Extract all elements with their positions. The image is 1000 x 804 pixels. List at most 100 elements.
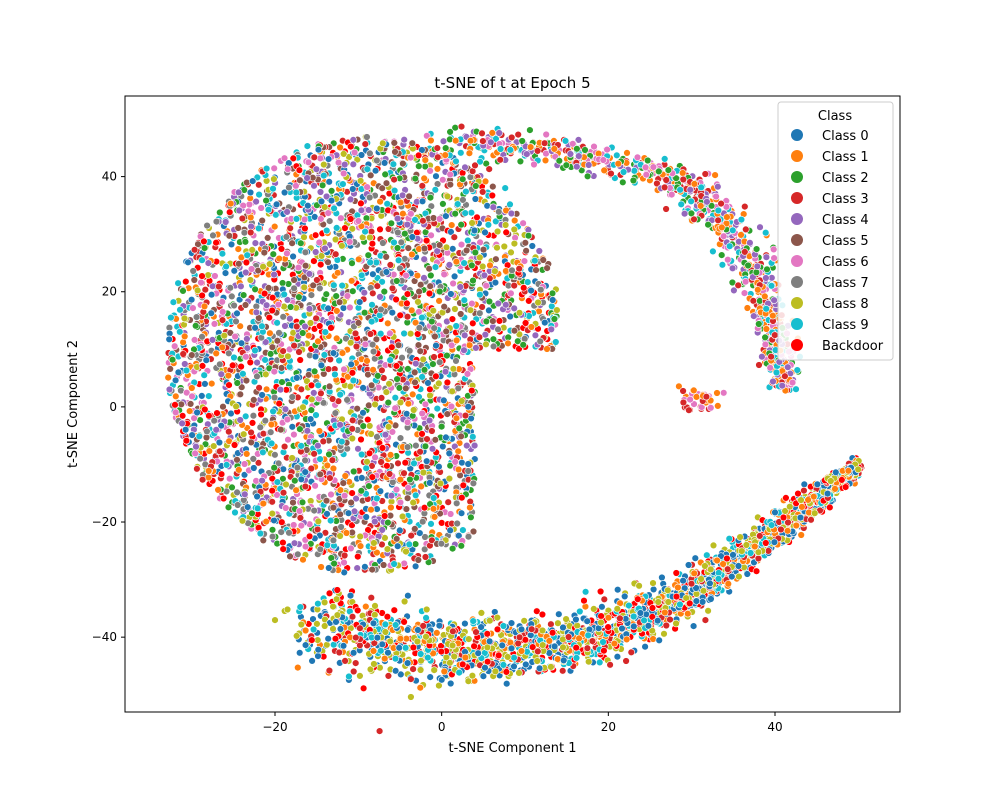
scatter-point — [190, 336, 199, 344]
scatter-point — [242, 376, 251, 385]
scatter-point — [724, 256, 732, 264]
scatter-point — [541, 318, 549, 327]
scatter-point — [510, 281, 518, 290]
scatter-point — [415, 162, 423, 170]
scatter-point — [320, 351, 329, 359]
scatter-point — [250, 396, 258, 404]
scatter-point — [262, 164, 271, 173]
scatter-point — [249, 177, 257, 185]
scatter-point — [755, 361, 763, 369]
scatter-point — [414, 151, 423, 160]
scatter-point — [436, 358, 444, 366]
scatter-point — [316, 455, 324, 463]
scatter-point — [623, 149, 631, 157]
scatter-point — [290, 430, 298, 439]
scatter-point — [356, 532, 364, 541]
scatter-point — [350, 148, 359, 157]
scatter-point — [770, 296, 778, 304]
scatter-point — [247, 265, 256, 273]
scatter-point — [500, 242, 508, 251]
scatter-point — [322, 497, 331, 505]
scatter-point — [411, 562, 420, 570]
scatter-point — [241, 490, 249, 498]
scatter-point — [366, 233, 374, 242]
scatter-point — [292, 486, 300, 494]
scatter-point — [793, 366, 801, 374]
scatter-point — [254, 459, 263, 467]
scatter-point — [769, 312, 777, 320]
scatter-point — [752, 268, 761, 276]
scatter-point — [540, 139, 549, 147]
scatter-point — [527, 323, 536, 331]
scatter-point — [382, 179, 391, 187]
scatter-point — [225, 232, 234, 240]
scatter-point — [338, 242, 346, 250]
scatter-point — [655, 167, 663, 176]
scatter-point — [518, 137, 526, 145]
scatter-point — [692, 393, 701, 401]
scatter-point — [388, 308, 396, 317]
scatter-point — [407, 210, 415, 218]
scatter-point — [408, 250, 416, 259]
scatter-point — [377, 394, 386, 402]
scatter-point — [230, 301, 238, 310]
scatter-point — [743, 304, 752, 312]
scatter-point — [427, 231, 435, 240]
scatter-point — [432, 172, 440, 180]
scatter-point — [310, 389, 318, 397]
scatter-point — [469, 319, 477, 327]
scatter-point — [510, 239, 519, 248]
scatter-point — [762, 325, 771, 333]
scatter-point — [390, 175, 398, 184]
scatter-point — [335, 356, 343, 365]
scatter-point — [419, 355, 427, 363]
scatter-point — [297, 385, 305, 393]
scatter-point — [429, 214, 438, 222]
scatter-point — [212, 239, 220, 247]
scatter-point — [454, 384, 462, 392]
scatter-point — [270, 175, 278, 183]
scatter-point — [330, 281, 338, 289]
scatter-point — [319, 437, 327, 446]
scatter-point — [182, 437, 191, 445]
scatter-point — [348, 425, 356, 433]
scatter-point — [268, 526, 277, 534]
scatter-point — [338, 349, 347, 357]
scatter-point — [448, 341, 456, 349]
scatter-point — [216, 447, 224, 455]
scatter-point — [370, 539, 378, 547]
scatter-point — [274, 300, 283, 309]
scatter-point — [449, 279, 457, 288]
scatter-point — [365, 206, 373, 214]
scatter-point — [357, 487, 365, 495]
scatter-point — [358, 474, 366, 482]
scatter-point — [188, 351, 196, 359]
scatter-point — [196, 455, 204, 463]
scatter-point — [392, 362, 401, 370]
scatter-point — [324, 365, 333, 373]
scatter-point — [446, 510, 455, 518]
scatter-point — [266, 350, 275, 358]
scatter-point — [406, 475, 414, 484]
scatter-point — [452, 357, 460, 365]
scatter-point — [516, 157, 525, 166]
scatter-point — [457, 149, 465, 157]
scatter-point — [176, 306, 184, 314]
scatter-point — [676, 186, 684, 194]
scatter-point — [227, 199, 235, 208]
scatter-point — [709, 247, 717, 256]
scatter-point — [613, 151, 621, 160]
scatter-point — [415, 393, 423, 401]
scatter-point — [227, 409, 235, 418]
scatter-point — [356, 177, 365, 185]
scatter-point — [327, 516, 335, 525]
scatter-point — [299, 329, 307, 337]
scatter-point — [401, 255, 409, 263]
scatter-point — [262, 196, 270, 205]
scatter-point — [431, 263, 440, 271]
scatter-point — [484, 221, 493, 229]
scatter-point — [403, 494, 412, 502]
scatter-point — [460, 346, 468, 354]
scatter-point — [301, 542, 310, 551]
scatter-point — [275, 329, 283, 337]
